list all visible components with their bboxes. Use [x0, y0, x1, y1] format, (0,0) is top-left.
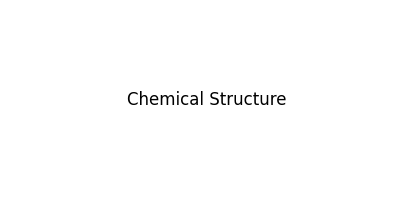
- Text: Chemical Structure: Chemical Structure: [127, 91, 286, 109]
